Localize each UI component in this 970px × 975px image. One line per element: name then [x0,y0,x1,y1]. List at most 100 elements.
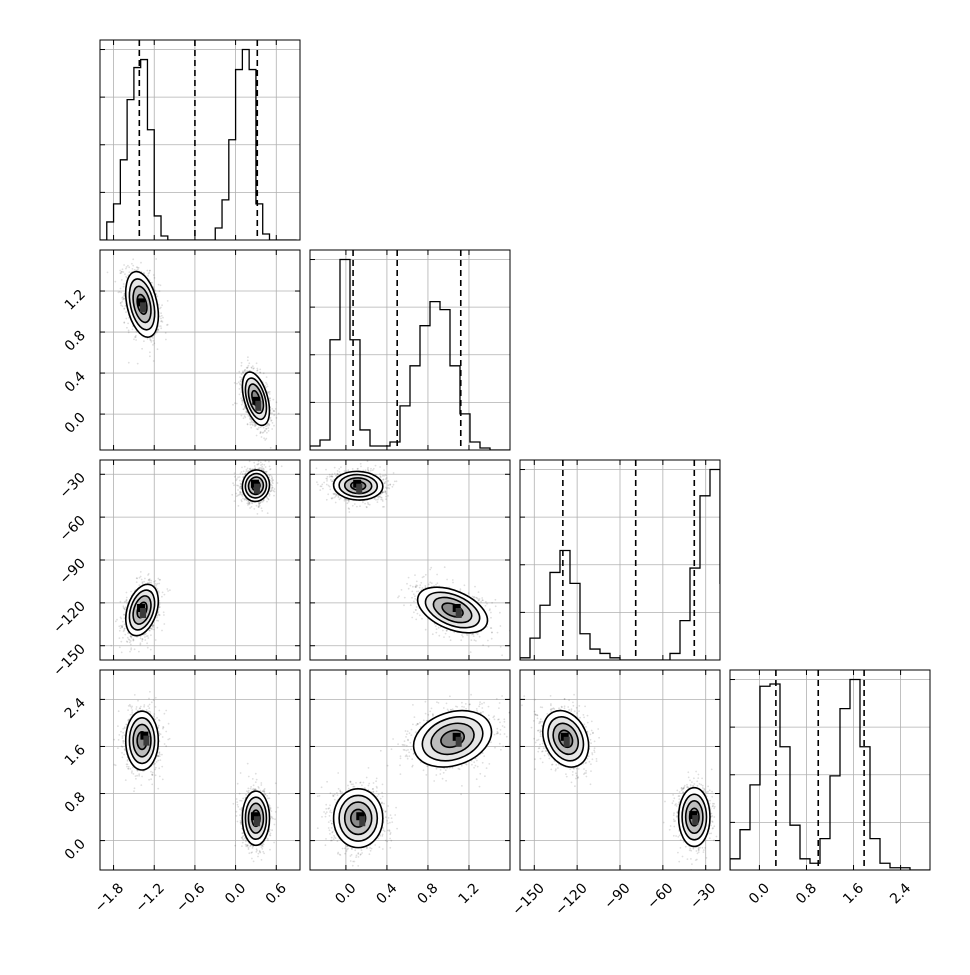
density-peak-shade [254,484,260,494]
scatter-point [133,338,135,340]
y-tick-label: −90 [57,556,89,588]
scatter-point [273,425,275,427]
scatter-point [128,271,130,273]
scatter-point [124,601,126,603]
scatter-point [236,383,238,385]
scatter-point [135,335,137,337]
scatter-point [240,483,242,485]
scatter-point [167,300,169,302]
scatter-point [263,468,265,470]
density-peak-shade [140,302,146,312]
scatter-point [241,471,243,473]
scatter-point [271,485,273,487]
scatter-point [137,363,139,365]
scatter-point [158,590,160,592]
scatter-point [272,399,274,401]
scatter-point [271,408,273,410]
scatter-point [131,263,133,265]
scatter-point [352,505,354,507]
panel-1-1 [310,250,510,450]
scatter-point [368,470,370,472]
scatter-point [267,498,269,500]
scatter-point [150,634,152,636]
scatter-point [149,338,151,340]
scatter-point [241,494,243,496]
scatter-point [140,576,142,578]
scatter-point [241,373,243,375]
scatter-point [254,467,256,469]
scatter-point [259,369,261,371]
scatter-point [142,581,144,583]
scatter-point [124,634,126,636]
scatter-point [148,272,150,274]
scatter-point [247,423,249,425]
scatter-point [159,290,161,292]
scatter-point [257,513,259,515]
scatter-point [250,427,252,429]
scatter-point [147,275,149,277]
scatter-point [249,507,251,509]
scatter-point [383,506,385,508]
scatter-point [236,485,238,487]
scatter-point [265,466,267,468]
scatter-point [258,506,260,508]
scatter-point [162,317,164,319]
scatter-point [118,292,120,294]
scatter-point [153,360,155,362]
scatter-point [157,588,159,590]
scatter-point [245,471,247,473]
scatter-point [138,651,140,653]
scatter-point [166,588,168,590]
scatter-point [267,427,269,429]
scatter-point [251,423,253,425]
scatter-point [121,279,123,281]
scatter-point [265,428,267,430]
scatter-point [273,490,275,492]
scatter-point [152,344,154,346]
scatter-point [261,466,263,468]
panel-1-0: 0.00.40.81.2 [62,250,300,450]
scatter-point [126,597,128,599]
scatter-point [263,464,265,466]
scatter-point [121,297,123,299]
scatter-point [119,630,121,632]
scatter-point [144,578,146,580]
scatter-point [370,468,372,470]
scatter-point [269,495,271,497]
scatter-point [121,652,123,654]
scatter-point [238,371,240,373]
scatter-point [140,638,142,640]
scatter-point [169,589,171,591]
scatter-point [234,472,236,474]
scatter-point [263,372,265,374]
scatter-point [261,436,263,438]
scatter-point [120,302,122,304]
scatter-point [266,501,268,503]
scatter-point [247,468,249,470]
scatter-point [247,415,249,417]
scatter-point [140,642,142,644]
scatter-point [268,475,270,477]
y-tick-label: 0.4 [62,369,89,396]
y-tick-label: −30 [57,470,89,502]
scatter-point [251,506,253,508]
scatter-point [269,397,271,399]
scatter-point [126,327,128,329]
scatter-point [240,473,242,475]
scatter-point [147,574,149,576]
scatter-point [234,500,236,502]
scatter-point [232,482,234,484]
scatter-point [241,404,243,406]
scatter-point [121,301,123,303]
scatter-point [141,579,143,581]
scatter-point [278,413,280,415]
scatter-point [118,625,120,627]
scatter-point [147,637,149,639]
scatter-point [241,362,243,364]
scatter-point [167,590,169,592]
scatter-point [231,494,233,496]
scatter-point [271,489,273,491]
scatter-point [119,646,121,648]
scatter-point [244,370,246,372]
scatter-point [385,474,387,476]
